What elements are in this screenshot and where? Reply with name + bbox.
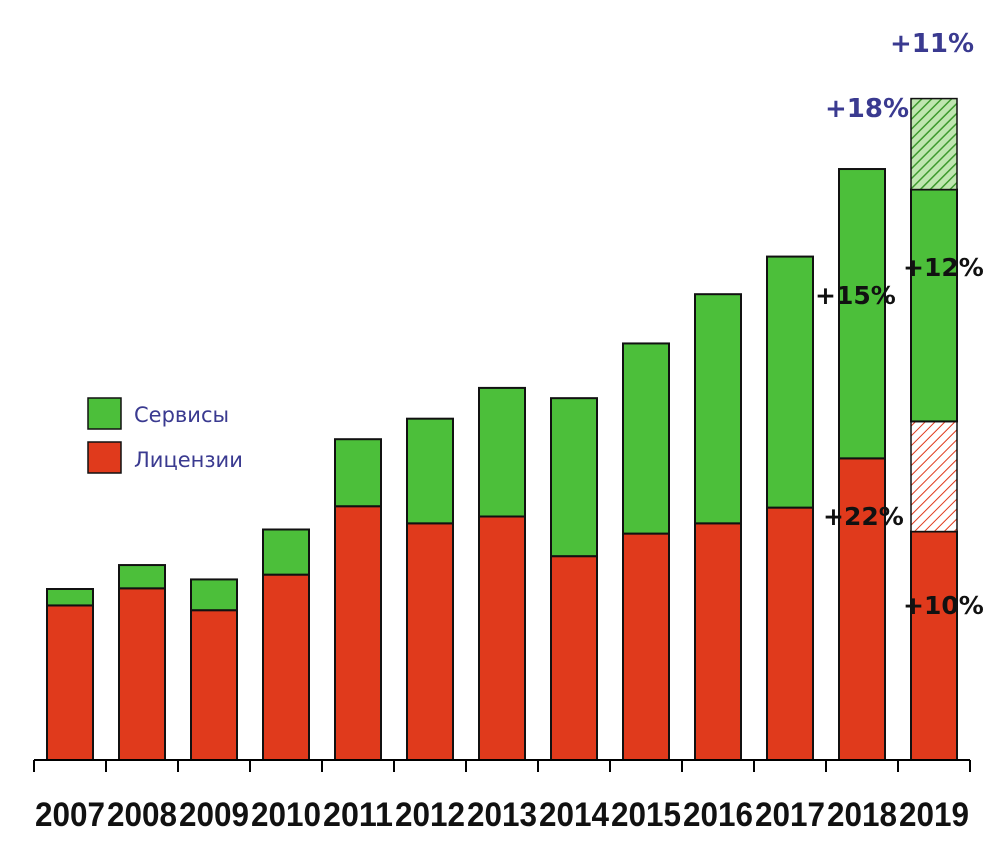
bar-licenses-2017 [766,506,814,761]
x-tick-label-2012: 2012 [395,796,465,834]
bar-licenses-2012 [406,522,454,761]
x-tick-label-2008: 2008 [107,796,177,834]
x-axis-ticks [33,760,971,772]
legend-swatch-services [87,397,122,430]
x-tick-label-2014: 2014 [539,796,609,834]
bar-licenses-2013 [478,515,526,761]
x-tick-label-2007: 2007 [35,796,105,834]
bar-licenses-2016 [694,522,742,761]
bar-services-2016 [694,293,742,525]
bar-licenses-2015 [622,532,670,762]
x-tick-label-2013: 2013 [467,796,537,834]
bar-services-2009 [190,578,238,612]
x-tick-label-2011: 2011 [323,796,393,834]
bar-licenses-2008 [118,587,166,761]
bar-licenses-2018 [838,457,886,761]
bar-licenses-2014 [550,555,598,762]
bar-services-2011 [334,438,382,508]
bar-services-2012 [406,417,454,525]
bar-licenses-2010 [262,573,310,761]
bar-licenses-2007 [46,604,94,762]
bar-services-forecast-2019 [910,97,958,191]
bar-licenses-2009 [190,609,238,761]
annotation-2018-licenses: +22% [823,502,904,531]
bars-layer [46,97,958,762]
x-tick-label-2015: 2015 [611,796,681,834]
annotation-2019-services: +12% [903,253,984,282]
bar-services-2017 [766,255,814,509]
x-tick-label-2018: 2018 [827,796,897,834]
bar-licenses-forecast-2019 [910,420,958,533]
x-tick-label-2016: 2016 [683,796,753,834]
x-axis-tick-labels: 2007 2008 2009 2010 2011 2012 2013 2014 2015 2016… [35,796,969,834]
bar-services-2010 [262,528,310,576]
annotation-2019-total: +11% [890,29,974,59]
annotation-2018-total: +18% [825,94,909,124]
bar-services-2014 [550,397,598,558]
legend-label-services: Сервисы [134,403,229,427]
x-tick-label-2017: 2017 [755,796,825,834]
bar-services-2008 [118,564,166,590]
legend-label-licenses: Лицензии [134,448,243,472]
bar-services-2018 [838,168,886,460]
bar-services-2007 [46,588,94,607]
bar-services-2013 [478,386,526,518]
x-tick-label-2009: 2009 [179,796,249,834]
growth-annotations: +11% +18% +15% +12% +22% +10% [815,29,984,620]
annotation-2018-services: +15% [815,281,896,310]
bar-licenses-2019 [910,530,958,761]
legend-swatch-licenses [87,441,122,474]
x-tick-label-2019: 2019 [899,796,969,834]
bar-licenses-2011 [334,505,382,761]
legend: Сервисы Лицензии [87,397,243,474]
bar-services-2015 [622,342,670,535]
x-tick-label-2010: 2010 [251,796,321,834]
bar-services-2019 [910,188,958,423]
annotation-2019-licenses: +10% [903,591,984,620]
